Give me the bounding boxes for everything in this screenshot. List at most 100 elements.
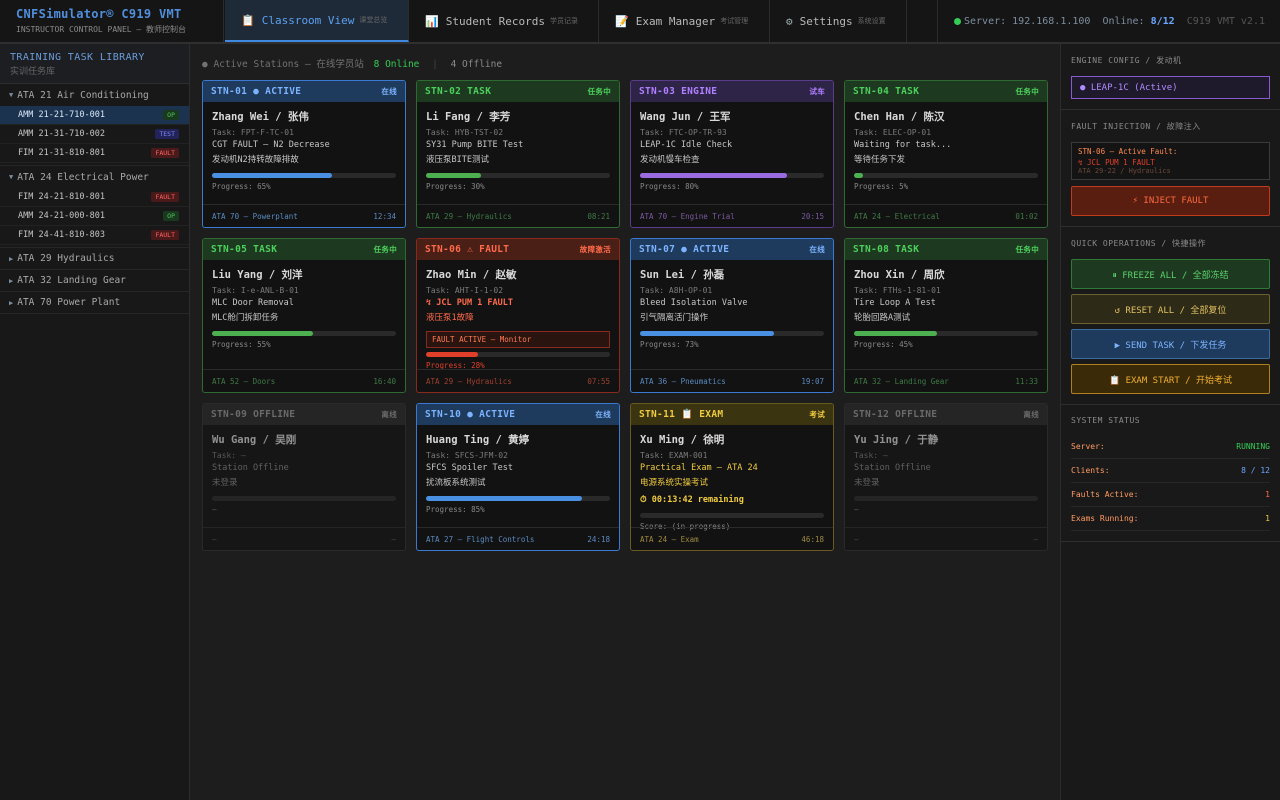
station-card[interactable]: STN-02 TASK 任务中 Li Fang / 李芳 Task: HYB-TST-… xyxy=(416,80,620,228)
tab-exam-manager[interactable]: 📝 Exam Manager 考试管理 xyxy=(599,0,770,42)
section-title: ENGINE CONFIG / 发动机 xyxy=(1071,56,1182,65)
sidebar-group-label: ATA 32 Landing Gear xyxy=(17,275,126,286)
control-panel: ENGINE CONFIG / 发动机 ● LEAP-1C (Active) F… xyxy=(1060,44,1280,800)
station-card[interactable]: STN-03 ENGINE 试车 Wang Jun / 王军 Task: FTC-OP… xyxy=(630,80,834,228)
progress-fill xyxy=(426,352,478,357)
station-card-header: STN-08 TASK 任务中 xyxy=(845,239,1047,260)
sidebar-group[interactable]: ▶ ATA 70 Power Plant xyxy=(0,292,189,314)
station-card-footer: ATA 36 — Pneumatics 19:07 xyxy=(631,369,833,392)
station-card[interactable]: STN-07 ● ACTIVE 在线 Sun Lei / 孙磊 Task: A8H-O… xyxy=(630,238,834,393)
task-title-cn: 液压泵BITE测试 xyxy=(426,155,489,165)
station-card[interactable]: STN-09 OFFLINE 离线 Wu Gang / 吴刚 Task: — Stati… xyxy=(202,403,406,551)
station-card-header: STN-09 OFFLINE 离线 xyxy=(203,404,405,425)
task-code: AMM 21-31-710-002 xyxy=(18,129,105,139)
sidebar-task-item[interactable]: AMM 24-21-000-801 OP xyxy=(0,207,189,226)
status-row: Server: RUNNING xyxy=(1071,435,1270,459)
progress-label: Progress: 85% xyxy=(426,505,485,514)
status-value: 8 / 12 xyxy=(1241,466,1270,475)
sidebar-task-item[interactable]: AMM 21-21-710-001 OP xyxy=(0,106,189,125)
sidebar-task-item[interactable]: AMM 21-31-710-002 TEST xyxy=(0,125,189,144)
station-card-header: STN-10 ● ACTIVE 在线 xyxy=(417,404,619,425)
sidebar-task-item[interactable]: FIM 24-21-810-801 FAULT xyxy=(0,188,189,207)
top-bar: CNFSimulator® C919 VMT INSTRUCTOR CONTRO… xyxy=(0,0,1280,44)
task-title-cn: 扰流板系统测试 xyxy=(426,478,486,488)
reset-all-button[interactable]: ↺ RESET ALL / 全部复位 xyxy=(1071,294,1270,324)
task-id: Task: I-e-ANL-B-01 xyxy=(212,286,299,295)
group-divider xyxy=(0,245,189,248)
progress-bar xyxy=(640,513,824,518)
task-title-cn: 未登录 xyxy=(212,478,238,488)
station-status-label: 任务中 xyxy=(1015,245,1039,254)
sidebar-group-label: ATA 70 Power Plant xyxy=(17,297,121,308)
task-title: Bleed Isolation Valve xyxy=(640,298,748,308)
station-card[interactable]: STN-01 ● ACTIVE 在线 Zhang Wei / 张伟 Task: FPT… xyxy=(202,80,406,228)
tab-classroom-view[interactable]: 📋 Classroom View 课堂总览 xyxy=(225,0,409,42)
station-card[interactable]: STN-10 ● ACTIVE 在线 Huang Ting / 黄婷 Task: SF… xyxy=(416,403,620,551)
station-elapsed-time: 24:18 xyxy=(587,534,610,544)
student-name: Liu Yang / 刘洋 xyxy=(212,269,303,281)
sidebar-group[interactable]: ▶ ATA 29 Hydraulics xyxy=(0,248,189,270)
station-card-body: Liu Yang / 刘洋 Task: I-e-ANL-B-01 MLC Door … xyxy=(203,260,405,349)
engine-select[interactable]: ● LEAP-1C (Active) xyxy=(1071,76,1270,99)
exam-start-button[interactable]: 📋 EXAM START / 开始考试 xyxy=(1071,364,1270,394)
task-code: AMM 21-21-710-001 xyxy=(18,110,105,120)
station-card-body: Sun Lei / 孙磊 Task: A8H-OP-01 Bleed Isolati… xyxy=(631,260,833,349)
connection-status: Server: 192.168.1.100 Online: 8/12 C919 … xyxy=(937,0,1280,42)
server-status-dot-icon xyxy=(954,17,961,25)
station-title: STN-02 TASK xyxy=(425,86,492,97)
station-card[interactable]: STN-06 ⚠ FAULT 故障激活 Zhao Min / 赵敏 Task: AHT… xyxy=(416,238,620,393)
station-card[interactable]: STN-05 TASK 任务中 Liu Yang / 刘洋 Task: I-e-ANL… xyxy=(202,238,406,393)
tab-settings[interactable]: ⚙ Settings 系统设置 xyxy=(770,0,907,42)
tab-student-records[interactable]: 📊 Student Records 学员记录 xyxy=(409,0,599,42)
progress-fill xyxy=(854,173,864,178)
station-card[interactable]: STN-11 📋 EXAM 考试 Xu Ming / 徐明 Task: EXAM-00… xyxy=(630,403,834,551)
student-name: Li Fang / 李芳 xyxy=(426,111,511,123)
sidebar-title: TRAINING TASK LIBRARY xyxy=(10,52,145,63)
app-title: CNFSimulator® C919 VMT xyxy=(16,7,182,21)
station-status-label: 任务中 xyxy=(1015,87,1039,96)
task-title: Tire Loop A Test xyxy=(854,298,936,308)
station-title: STN-03 ENGINE xyxy=(639,86,718,97)
section-title: SYSTEM STATUS xyxy=(1071,416,1141,425)
status-value: 1 xyxy=(1265,514,1270,523)
station-elapsed-time: 20:15 xyxy=(801,211,824,221)
station-ata-label: ATA 70 — Engine Trial xyxy=(640,211,735,221)
station-ata-label: — xyxy=(212,534,217,544)
station-status-label: 离线 xyxy=(1023,410,1039,419)
sidebar-group[interactable]: ▶ ATA 32 Landing Gear xyxy=(0,270,189,292)
progress-bar xyxy=(212,173,396,178)
progress-bar xyxy=(426,352,610,357)
stations-header: ● Active Stations — 在线学员站 8 Online | 4 O… xyxy=(202,56,502,70)
student-name: Wang Jun / 王军 xyxy=(640,111,731,123)
task-id: Task: ELEC-OP-01 xyxy=(854,128,932,137)
sidebar-group[interactable]: ▼ ATA 21 Air Conditioning xyxy=(0,84,189,106)
server-address: Server: 192.168.1.100 xyxy=(964,15,1091,27)
inject-fault-button[interactable]: ⚡ INJECT FAULT xyxy=(1071,186,1270,216)
task-title-cn: 轮胎回路A测试 xyxy=(854,313,911,323)
task-id: Task: FPT-F-TC-01 xyxy=(212,128,294,137)
progress-fill xyxy=(212,173,332,178)
send-task-button[interactable]: ▶ SEND TASK / 下发任务 xyxy=(1071,329,1270,359)
progress-label: Progress: 30% xyxy=(426,182,485,191)
sidebar-task-item[interactable]: FIM 21-31-810-801 FAULT xyxy=(0,144,189,163)
freeze-all-button[interactable]: ⏸ FREEZE ALL / 全部冻结 xyxy=(1071,259,1270,289)
tab-label: Exam Manager xyxy=(635,14,716,28)
station-card-header: STN-11 📋 EXAM 考试 xyxy=(631,404,833,425)
station-card[interactable]: STN-04 TASK 任务中 Chen Han / 陈汉 Task: ELEC-OP… xyxy=(844,80,1048,228)
progress-fill xyxy=(854,331,937,336)
station-status-label: 任务中 xyxy=(373,245,397,254)
quick-operations-section: QUICK OPERATIONS / 快捷操作 ⏸ FREEZE ALL / 全… xyxy=(1061,227,1280,405)
station-card[interactable]: STN-08 TASK 任务中 Zhou Xin / 周欣 Task: FTHs-1-… xyxy=(844,238,1048,393)
chevron-right-icon: ▶ xyxy=(9,276,14,285)
student-name: Xu Ming / 徐明 xyxy=(640,434,725,446)
status-row: Faults Active: 1 xyxy=(1071,483,1270,507)
sidebar-group[interactable]: ▼ ATA 24 Electrical Power xyxy=(0,166,189,188)
station-card[interactable]: STN-12 OFFLINE 离线 Yu Jing / 于静 Task: — Stati… xyxy=(844,403,1048,551)
sidebar-task-item[interactable]: FIM 24-41-810-803 FAULT xyxy=(0,226,189,245)
station-elapsed-time: 12:34 xyxy=(373,211,396,221)
progress-fill xyxy=(426,173,482,178)
station-ata-label: ATA 27 — Flight Controls xyxy=(426,534,535,544)
online-station-count: 8 Online xyxy=(373,59,420,70)
online-label: Online: xyxy=(1102,15,1145,27)
task-id: Task: SFCS-JFM-02 xyxy=(426,451,508,460)
